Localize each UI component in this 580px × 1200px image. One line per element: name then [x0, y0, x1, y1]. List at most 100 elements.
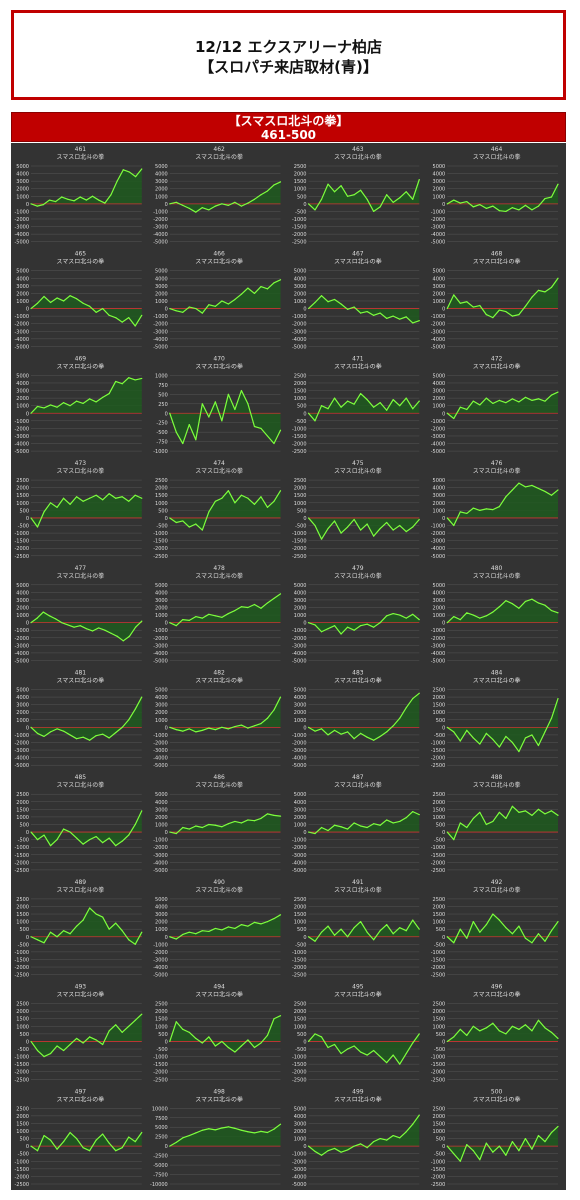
area-fill — [31, 493, 142, 528]
y-tick-label: -5000 — [153, 868, 168, 874]
y-tick-label: 500 — [19, 508, 29, 514]
y-tick-label: 2000 — [16, 606, 29, 612]
data-point — [505, 600, 507, 602]
data-point — [108, 1142, 110, 1144]
y-tick-label: 1000 — [16, 501, 29, 507]
y-tick-label: 2500 — [294, 373, 307, 379]
chart-title-475: 475 — [352, 460, 364, 467]
area-fill — [447, 483, 558, 526]
y-tick-label: -2000 — [292, 845, 307, 851]
data-point — [169, 726, 171, 728]
data-point — [340, 928, 342, 930]
area-fill — [31, 1014, 142, 1057]
y-tick-label: -1500 — [153, 539, 168, 545]
data-point — [550, 1131, 553, 1134]
y-tick-label: -3000 — [292, 329, 307, 335]
data-point — [392, 529, 394, 531]
data-point — [340, 733, 342, 735]
data-point — [102, 1043, 104, 1046]
chart-subtitle: スマスロ北斗の拳 — [56, 677, 104, 685]
data-point — [346, 526, 349, 528]
y-tick-label: -1000 — [431, 209, 446, 215]
chart-title-476: 476 — [491, 460, 503, 467]
chart-title-489: 489 — [75, 879, 87, 886]
data-point — [346, 195, 349, 197]
data-point — [69, 831, 71, 833]
data-point — [524, 810, 527, 812]
data-point — [446, 726, 448, 728]
y-tick-label: -4000 — [153, 337, 168, 343]
data-point — [353, 518, 355, 521]
y-tick-label: 5000 — [294, 583, 307, 589]
data-point — [208, 930, 210, 933]
y-tick-label: 0 — [26, 621, 29, 627]
data-point — [42, 204, 44, 206]
y-tick-label: 2000 — [294, 291, 307, 297]
y-tick-label: -1000 — [431, 1055, 446, 1061]
y-tick-label: 2000 — [294, 815, 307, 821]
y-tick-label: 5000 — [433, 164, 446, 170]
y-tick-label: -1000 — [431, 1159, 446, 1165]
y-tick-label: 500 — [19, 1032, 29, 1038]
data-point — [492, 913, 494, 915]
data-point — [98, 627, 100, 629]
data-point — [379, 312, 381, 314]
y-tick-label: -1000 — [14, 950, 29, 956]
y-tick-label: -4000 — [14, 651, 29, 657]
chart-title-467: 467 — [352, 251, 364, 258]
y-tick-label: -1000 — [14, 531, 29, 537]
data-point — [353, 403, 355, 405]
data-point — [399, 717, 401, 719]
y-tick-label: 2000 — [294, 486, 307, 492]
y-tick-label: -2500 — [431, 973, 446, 979]
data-point — [314, 832, 316, 835]
data-point — [353, 927, 355, 929]
data-point — [537, 744, 540, 747]
data-point — [214, 729, 216, 731]
y-tick-label: 0 — [442, 1144, 445, 1150]
chart-title-493: 493 — [75, 984, 87, 991]
data-point — [201, 207, 203, 209]
data-point — [182, 204, 184, 206]
y-tick-label: -4000 — [431, 651, 446, 657]
data-point — [227, 728, 229, 730]
data-point — [247, 727, 249, 729]
chart-subtitle: スマスロ北斗の拳 — [473, 467, 521, 475]
y-tick-label: 2000 — [433, 606, 446, 612]
data-point — [472, 817, 474, 820]
data-point — [102, 307, 104, 310]
area-fill — [447, 1126, 558, 1162]
y-tick-label: 1500 — [294, 493, 307, 499]
data-point — [492, 611, 494, 613]
series-line — [169, 813, 281, 835]
data-point — [340, 1052, 342, 1055]
data-point — [273, 1128, 275, 1130]
data-point — [405, 1052, 407, 1055]
y-tick-label: -2000 — [153, 845, 168, 851]
y-tick-label: -1000 — [153, 531, 168, 537]
y-tick-label: -2000 — [153, 546, 168, 552]
y-tick-label: -5000 — [153, 659, 168, 665]
data-point — [175, 310, 177, 312]
data-point — [485, 924, 487, 926]
y-tick-label: 5000 — [294, 792, 307, 798]
y-tick-label: -5000 — [14, 344, 29, 350]
y-tick-label: -5000 — [153, 344, 168, 350]
chart-title-461: 461 — [75, 146, 87, 153]
data-point — [175, 625, 177, 627]
data-point — [360, 189, 362, 191]
data-point — [56, 728, 58, 730]
y-tick-label: -2000 — [14, 740, 29, 746]
data-point — [544, 490, 546, 493]
data-point — [498, 811, 500, 813]
data-point — [62, 497, 65, 499]
data-point — [550, 609, 553, 612]
data-point — [62, 930, 65, 932]
y-tick-label: 2000 — [16, 1009, 29, 1015]
data-point — [405, 707, 407, 709]
data-point — [195, 933, 197, 935]
data-point — [505, 310, 507, 313]
data-point — [307, 517, 310, 519]
y-tick-label: 1000 — [433, 508, 446, 514]
